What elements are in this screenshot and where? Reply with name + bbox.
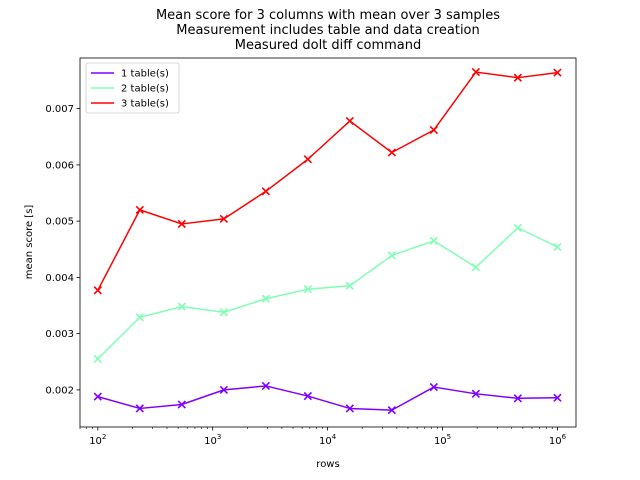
data-point: [471, 389, 481, 398]
data-point: [387, 251, 396, 260]
data-point: [429, 382, 439, 392]
data-point: [219, 385, 229, 395]
series-line-3: [97, 71, 558, 291]
y-tick-label: 0.002: [45, 385, 74, 396]
x-tick-exponent: 6: [562, 433, 567, 441]
data-point: [387, 405, 396, 415]
data-point: [219, 214, 229, 224]
chart-title-line-3: Measured dolt diff command: [235, 38, 422, 53]
legend: 1 table(s) 2 table(s) 3 table(s): [85, 62, 180, 114]
data-point: [553, 242, 562, 252]
chart-title: Mean score for 3 columns with mean over …: [156, 8, 500, 53]
x-tick-label: 106: [549, 433, 567, 447]
data-point: [553, 68, 562, 77]
data-point: [177, 302, 186, 311]
legend-label: 1 table(s): [121, 69, 169, 80]
data-point: [177, 400, 186, 409]
y-tick-label: 0.003: [45, 329, 74, 340]
chart-title-line-2: Measurement includes table and data crea…: [176, 23, 480, 38]
x-tick-label: 105: [434, 433, 451, 447]
data-point: [93, 354, 102, 364]
x-tick-label: 104: [319, 433, 337, 447]
x-axis: 102 103 104 105 106: [79, 427, 567, 447]
data-point: [513, 394, 522, 403]
data-point: [261, 187, 271, 196]
data-point: [135, 205, 144, 215]
series-line-1: [97, 385, 558, 411]
data-point: [135, 404, 144, 413]
data-point: [261, 381, 271, 391]
x-tick-exponent: 5: [447, 433, 451, 441]
data-point: [513, 73, 522, 82]
data-point: [177, 219, 186, 229]
data-point: [387, 148, 396, 157]
x-tick-exponent: 4: [332, 433, 337, 441]
data-point: [429, 236, 439, 245]
data-point: [261, 294, 271, 303]
data-point: [93, 392, 102, 401]
data-point: [471, 67, 481, 77]
y-tick-label: 0.005: [45, 217, 74, 228]
legend-box: [85, 62, 180, 114]
data-point: [219, 308, 229, 317]
plot-area: [79, 57, 577, 428]
data-point: [303, 391, 313, 401]
y-axis: 0.002 0.003 0.004 0.005 0.006 0.007: [45, 104, 80, 396]
x-tick-exponent: 2: [102, 433, 106, 441]
data-point: [553, 393, 562, 402]
data-point: [429, 125, 439, 135]
chart-title-line-1: Mean score for 3 columns with mean over …: [156, 8, 500, 23]
data-point: [513, 223, 522, 233]
data-point: [345, 116, 354, 126]
x-tick-label: 102: [89, 433, 106, 447]
y-axis-label: mean score [s]: [24, 205, 35, 280]
legend-label: 3 table(s): [121, 99, 169, 110]
data-point: [345, 281, 354, 290]
data-point: [93, 286, 102, 295]
y-tick-label: 0.004: [45, 273, 74, 284]
series-line-2: [97, 227, 558, 360]
x-axis-label: rows: [316, 459, 339, 470]
legend-label: 2 table(s): [121, 84, 169, 95]
data-point: [345, 404, 354, 413]
data-point: [135, 313, 144, 322]
data-point: [303, 285, 313, 294]
y-tick-label: 0.006: [45, 160, 74, 171]
x-tick-exponent: 3: [217, 433, 221, 441]
y-tick-label: 0.007: [45, 104, 74, 115]
data-point: [471, 263, 481, 272]
x-tick-label: 103: [204, 433, 221, 447]
data-point: [303, 155, 313, 164]
